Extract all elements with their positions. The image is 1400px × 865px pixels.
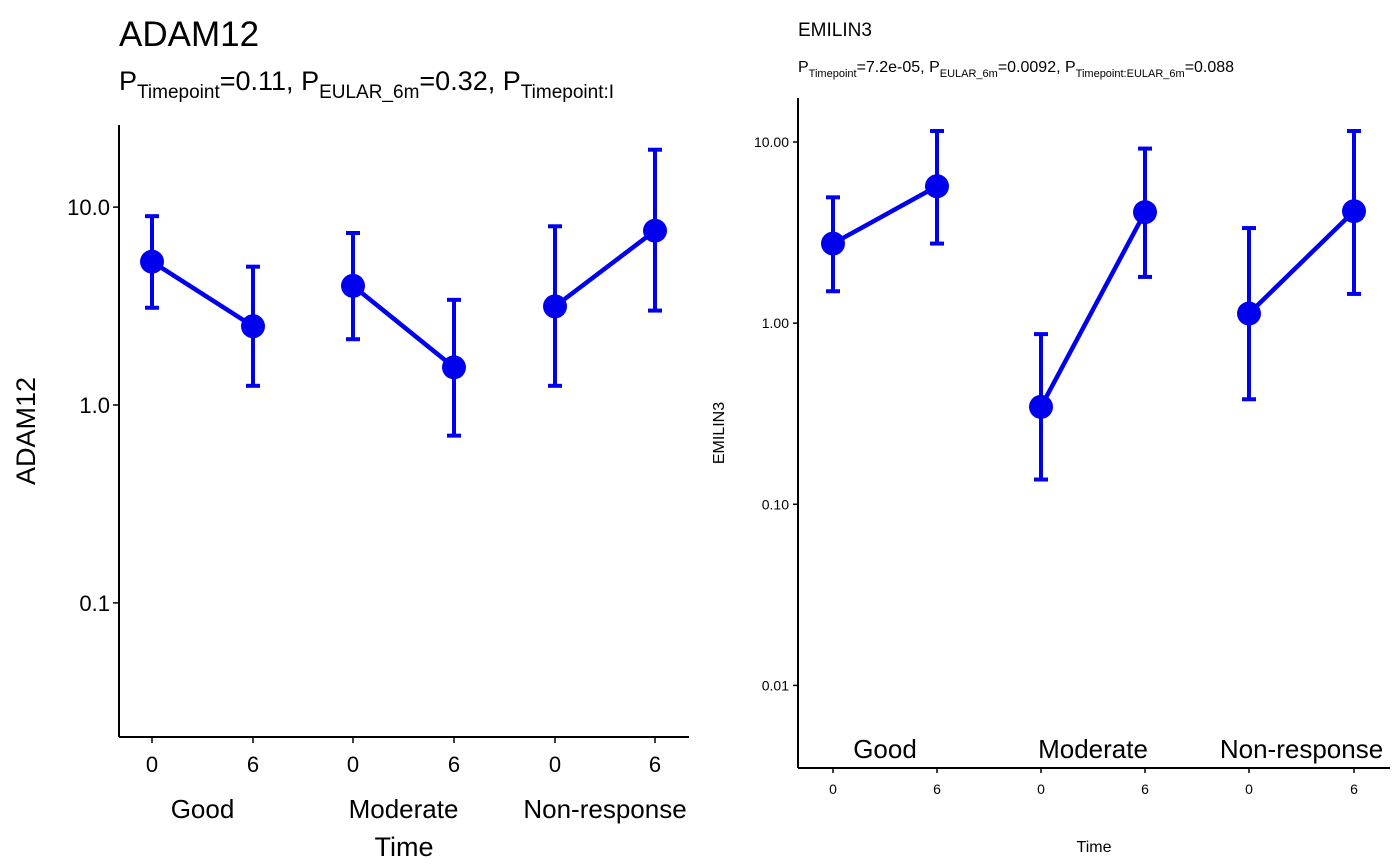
series-line xyxy=(150,259,255,329)
data-point xyxy=(1342,199,1366,224)
series-line xyxy=(351,284,456,370)
y-tick-label: 1.00 xyxy=(762,315,789,331)
x-tick-label: 6 xyxy=(1350,781,1358,797)
subtitle-p-letter: P xyxy=(301,66,319,96)
data-point xyxy=(341,273,365,298)
data-point xyxy=(821,231,845,256)
x-axis-label: Time xyxy=(375,832,434,862)
x-tick-label: 0 xyxy=(347,752,359,777)
subtitle-value: =0.088 xyxy=(1185,59,1234,76)
subtitle-p-letter: P xyxy=(1065,59,1076,76)
x-tick-label: 6 xyxy=(933,781,941,797)
data-point xyxy=(241,314,265,339)
chart-subtitle: PTimepoint=7.2e-05, PEULAR_6m=0.0092, PT… xyxy=(798,59,1234,80)
y-tick-label: 0.1 xyxy=(79,591,110,616)
series-non-response xyxy=(1237,129,1366,402)
x-tick-label: 6 xyxy=(1141,781,1149,797)
data-point xyxy=(925,174,949,199)
series-non-response xyxy=(543,147,667,388)
group-label: Good xyxy=(853,734,917,764)
x-tick-label: 6 xyxy=(649,752,661,777)
subtitle-p-letter: P xyxy=(798,59,809,76)
data-point xyxy=(1133,200,1157,225)
group-label: Moderate xyxy=(1038,734,1148,764)
subtitle-subscript: Timepoint xyxy=(137,82,220,103)
x-tick-label: 0 xyxy=(549,752,561,777)
subtitle-value: =0.11, xyxy=(220,66,301,96)
y-tick-label: 10.0 xyxy=(67,195,110,220)
chart-subtitle: PTimepoint=0.11, PEULAR_6m=0.32, PTimepo… xyxy=(119,66,614,103)
subtitle-value: =0.0092, xyxy=(998,59,1065,76)
subtitle-p-letter: P xyxy=(929,59,940,76)
group-label: Non-response xyxy=(523,794,686,824)
data-point xyxy=(1029,394,1053,419)
data-point xyxy=(1237,301,1261,326)
data-point xyxy=(543,294,567,319)
data-point xyxy=(643,218,667,243)
data-point xyxy=(442,355,466,380)
chart-title: ADAM12 xyxy=(119,15,259,54)
x-axis-label: Time xyxy=(1077,839,1112,856)
chart-title: EMILIN3 xyxy=(798,20,872,41)
y-axis-label: EMILIN3 xyxy=(711,402,728,464)
series-moderate xyxy=(341,230,466,438)
x-tick-label: 0 xyxy=(1245,781,1253,797)
subtitle-subscript: Timepoint:I xyxy=(521,82,614,103)
subtitle-value: =7.2e-05, xyxy=(857,59,930,76)
series-good xyxy=(821,129,949,294)
series-line xyxy=(1247,209,1356,316)
y-axis-label: ADAM12 xyxy=(11,377,41,485)
y-tick-label: 0.10 xyxy=(762,496,789,512)
subtitle-p-letter: P xyxy=(119,66,137,96)
y-tick-label: 1.0 xyxy=(79,393,110,418)
x-tick-label: 0 xyxy=(829,781,837,797)
group-label: Good xyxy=(171,794,235,824)
x-tick-label: 6 xyxy=(247,752,259,777)
series-good xyxy=(140,214,265,388)
y-tick-label: 0.01 xyxy=(762,677,789,693)
series-line xyxy=(1039,211,1147,408)
data-point xyxy=(140,249,164,274)
subtitle-p-letter: P xyxy=(503,66,521,96)
series-moderate xyxy=(1029,146,1157,482)
subtitle-value: =0.32, xyxy=(419,66,502,96)
subtitle-subscript: EULAR_6m xyxy=(319,82,419,103)
x-tick-label: 6 xyxy=(448,752,460,777)
subtitle-subscript: Timepoint:EULAR_6m xyxy=(1076,68,1185,80)
group-label: Non-response xyxy=(1220,734,1383,764)
subtitle-subscript: Timepoint xyxy=(809,68,857,80)
x-tick-label: 0 xyxy=(1037,781,1045,797)
group-label: Moderate xyxy=(349,794,459,824)
y-tick-label: 10.00 xyxy=(754,134,789,150)
series-line xyxy=(553,228,657,309)
series-line xyxy=(831,184,939,246)
x-tick-label: 0 xyxy=(146,752,158,777)
subtitle-subscript: EULAR_6m xyxy=(940,68,998,80)
